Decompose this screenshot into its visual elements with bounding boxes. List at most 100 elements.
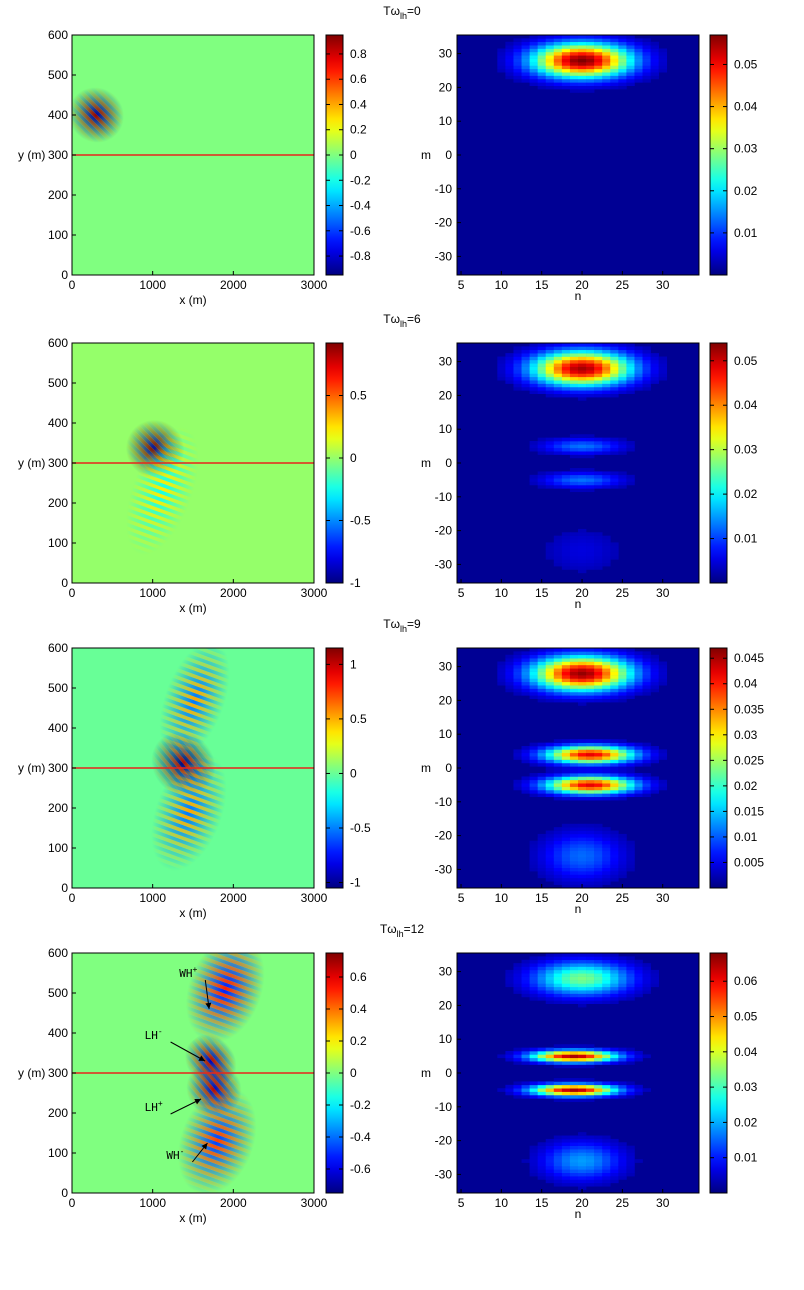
spectrum-cell [537, 478, 547, 482]
spectrum-cell [569, 675, 579, 679]
spectrum-cell [618, 55, 627, 59]
spectrum-cell [578, 559, 587, 564]
spectrum-cell [578, 678, 587, 683]
spectrum-cell [618, 996, 627, 1001]
spectrum-cell [634, 65, 643, 70]
spectrum-cell [505, 973, 514, 977]
spectrum-cell [618, 844, 627, 848]
spectrum-cell [513, 1054, 522, 1059]
spectrum-cell [626, 1081, 635, 1086]
spectrum-cell [578, 474, 587, 479]
spectrum-cell [529, 681, 538, 686]
fringe-positive [98, 850, 233, 888]
spectrum-cell [529, 75, 538, 80]
spectrum-cell [537, 654, 547, 659]
spectrum-cell [553, 45, 563, 49]
spectrum-cell [578, 867, 587, 872]
spectrum-cell [537, 850, 547, 855]
spectrum-cell [521, 678, 530, 683]
spectrum-cell [553, 1176, 563, 1180]
spectrum-cell [634, 966, 643, 971]
spectrum-cell [545, 864, 555, 869]
spectrum-cell [578, 698, 587, 703]
spectrum-cell [569, 78, 579, 83]
fringe-positive [72, 97, 114, 144]
spectrum-cell [553, 871, 563, 875]
spectrum-cell [594, 993, 603, 998]
spectrum-cell [626, 691, 635, 696]
spectrum-cell [505, 65, 514, 70]
spectrum-cell [650, 776, 659, 781]
spectrum-cell [561, 973, 571, 977]
spectrum-cell [586, 349, 595, 354]
spectrum-cell [602, 1145, 611, 1150]
spectrum-cell [602, 973, 611, 977]
spectrum-cell [650, 976, 659, 981]
spectrum-cell [594, 85, 603, 90]
spectrum-cell [561, 691, 571, 696]
spectrum-cell [594, 532, 603, 536]
x-tick-label: 20 [575, 278, 589, 292]
spectrum-cell [578, 986, 587, 991]
spectrum-cell [642, 990, 651, 994]
spectrum-cell [586, 535, 595, 540]
spectrum-cell [626, 990, 635, 994]
spectrum-cell [521, 41, 530, 46]
spectrum-cell [537, 844, 547, 848]
spectrum-cell [537, 793, 547, 798]
spectrum-cell [586, 72, 595, 76]
spectrum-cell [610, 860, 619, 865]
spectrum-cell [602, 542, 611, 547]
spectrum-cell [586, 1091, 595, 1096]
spectrum-cell [594, 1047, 603, 1052]
spectrum-cell [618, 481, 627, 486]
spectrum-cell [561, 884, 571, 888]
spectrum-cell [594, 658, 603, 662]
spectrum-cell [650, 356, 659, 361]
spectrum-cell [626, 1145, 635, 1150]
spectrum-cell [529, 1084, 538, 1089]
spectrum-cell [513, 786, 522, 791]
spectrum-cell [586, 68, 595, 73]
spectrum-cell [537, 789, 547, 794]
spectrum-cell [610, 549, 619, 553]
spectrum-cell [537, 871, 547, 875]
spectrum-cell [521, 966, 530, 971]
spectrum-cell [594, 478, 603, 482]
spectrum-cell [594, 1145, 603, 1150]
spectrum-cell [586, 871, 595, 875]
spectrum-cell [602, 1142, 611, 1146]
spectrum-cell [594, 444, 603, 449]
spectrum-cell [594, 789, 603, 794]
spectrum-cell [602, 759, 611, 764]
fringe-positive [72, 92, 119, 140]
spectrum-cell [529, 793, 538, 798]
spectrum-cell [561, 840, 571, 845]
fringe-positive [147, 1143, 269, 1191]
spectrum-cell [650, 51, 659, 56]
spectrum-cell [529, 1165, 538, 1170]
x-axis-label: x (m) [179, 1211, 206, 1225]
spectrum-cell [602, 867, 611, 872]
spectrum-cell [650, 373, 659, 378]
spectrum-cell [561, 1149, 571, 1153]
spectrum-cell [561, 651, 571, 656]
y-tick-label: 0 [445, 456, 452, 470]
spectrum-cell [586, 1135, 595, 1140]
spectrum-cell [602, 535, 611, 540]
spectrum-cell [545, 685, 555, 689]
spectrum-cell [545, 41, 555, 46]
spectrum-cell [561, 654, 571, 659]
spectrum-cell [513, 48, 522, 53]
spectrum-cell [586, 434, 595, 438]
spectrum-cell [529, 386, 538, 391]
spectrum-cell [505, 664, 514, 669]
wave-field-cbar-label: -0.8 [350, 249, 371, 263]
wave-field-cbar-label: 0 [350, 148, 357, 162]
spectrum-cell [537, 996, 547, 1001]
spectrum-cell [610, 474, 619, 479]
spectrum-cell [626, 793, 635, 798]
spectrum-cell [569, 1044, 579, 1048]
spectrum-cell [561, 555, 571, 560]
spectrum-cell [545, 1169, 555, 1174]
